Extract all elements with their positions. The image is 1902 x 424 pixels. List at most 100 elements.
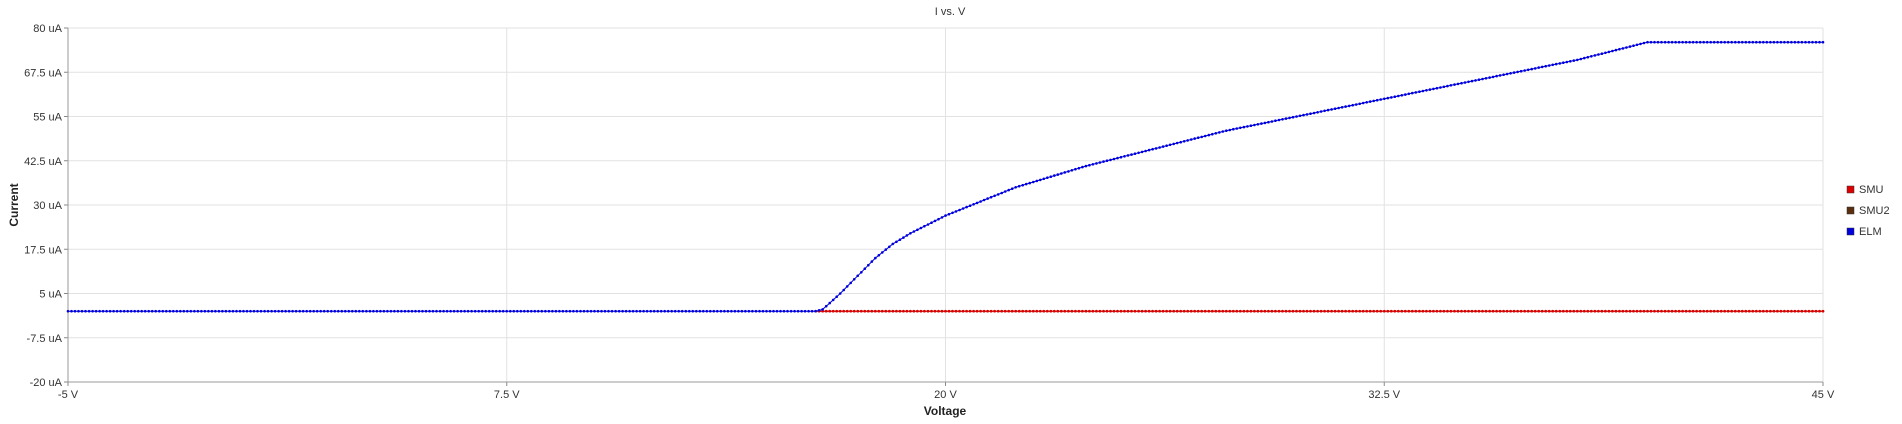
data-point (1021, 309, 1024, 313)
data-point (1818, 309, 1821, 313)
data-point (1632, 309, 1635, 313)
legend-item-smu[interactable]: SMU (1846, 184, 1884, 196)
data-point (888, 245, 891, 249)
data-point (884, 309, 888, 313)
data-point (1323, 309, 1326, 313)
data-point (1505, 72, 1509, 76)
data-point (1467, 80, 1470, 84)
data-point (656, 309, 659, 313)
data-point (607, 309, 610, 313)
data-point (993, 194, 996, 198)
data-point (1140, 150, 1144, 154)
data-point (1225, 309, 1228, 313)
data-point (1179, 309, 1182, 313)
series-elm (66, 40, 1825, 313)
data-point (958, 208, 961, 212)
data-point (1435, 309, 1439, 313)
data-point (610, 309, 614, 313)
data-point (203, 309, 207, 313)
data-point (638, 309, 642, 313)
data-point (979, 309, 982, 313)
data-point (1119, 155, 1123, 159)
data-point (1790, 309, 1793, 313)
data-point (459, 309, 463, 313)
data-point (1751, 309, 1755, 313)
data-point (1211, 309, 1214, 313)
data-point (1618, 309, 1621, 313)
data-point (575, 309, 579, 313)
data-point (1576, 58, 1579, 62)
data-point (337, 309, 340, 313)
data-point (77, 309, 80, 313)
data-point (1505, 309, 1509, 313)
data-point (1291, 115, 1295, 119)
data-point (1000, 309, 1003, 313)
data-point (1123, 309, 1126, 313)
data-point (768, 309, 772, 313)
data-point (1547, 64, 1551, 67)
data-point (428, 309, 431, 313)
data-point (431, 309, 435, 313)
data-point (624, 309, 628, 313)
data-point (1811, 309, 1814, 313)
data-point (1246, 309, 1249, 313)
data-point (856, 309, 860, 313)
data-point (189, 309, 193, 313)
data-point (379, 309, 382, 313)
data-point (1769, 40, 1772, 44)
data-point (1281, 309, 1284, 313)
data-point (1698, 309, 1702, 313)
data-point (70, 309, 73, 313)
data-point (961, 309, 965, 313)
data-point (1383, 97, 1386, 101)
data-point (1295, 115, 1298, 118)
y-tick-label: -20 uA (30, 377, 63, 389)
data-point (140, 309, 143, 313)
legend-item-smu2[interactable]: SMU2 (1846, 205, 1890, 217)
data-point (1186, 139, 1189, 142)
data-point (838, 292, 842, 295)
data-point (723, 309, 726, 313)
legend-item-elm[interactable]: ELM (1846, 226, 1882, 238)
data-point (1375, 98, 1379, 102)
data-point (1235, 309, 1239, 313)
data-point (547, 309, 551, 313)
data-point (1530, 309, 1533, 313)
data-point (1003, 309, 1007, 313)
data-point (916, 228, 919, 232)
data-point (347, 309, 351, 313)
data-point (589, 309, 593, 313)
data-point (1495, 74, 1498, 78)
data-point (1333, 309, 1337, 313)
data-point (1702, 309, 1705, 313)
data-point (940, 309, 944, 313)
data-point (965, 309, 968, 313)
data-point (1074, 167, 1077, 171)
data-point (1565, 309, 1569, 313)
data-point (147, 309, 150, 313)
data-point (1340, 309, 1344, 313)
data-point (1572, 309, 1576, 313)
data-point (1477, 78, 1481, 81)
data-point (1653, 40, 1656, 44)
data-point (1491, 309, 1495, 313)
data-point (1635, 309, 1639, 313)
data-point (551, 309, 554, 313)
data-point (533, 309, 537, 313)
data-point (1540, 309, 1544, 313)
data-point (1776, 40, 1779, 44)
data-point (424, 309, 428, 313)
data-point (207, 309, 210, 313)
data-point (810, 309, 814, 313)
data-point (1488, 76, 1491, 79)
data-point (1203, 309, 1207, 313)
data-point (1049, 175, 1053, 178)
data-point (961, 207, 965, 210)
data-point (143, 309, 147, 313)
data-point (582, 309, 586, 313)
data-point (1667, 309, 1670, 313)
data-point (614, 309, 617, 313)
data-point (1751, 40, 1755, 44)
data-point (1218, 309, 1221, 313)
data-point (561, 309, 565, 313)
